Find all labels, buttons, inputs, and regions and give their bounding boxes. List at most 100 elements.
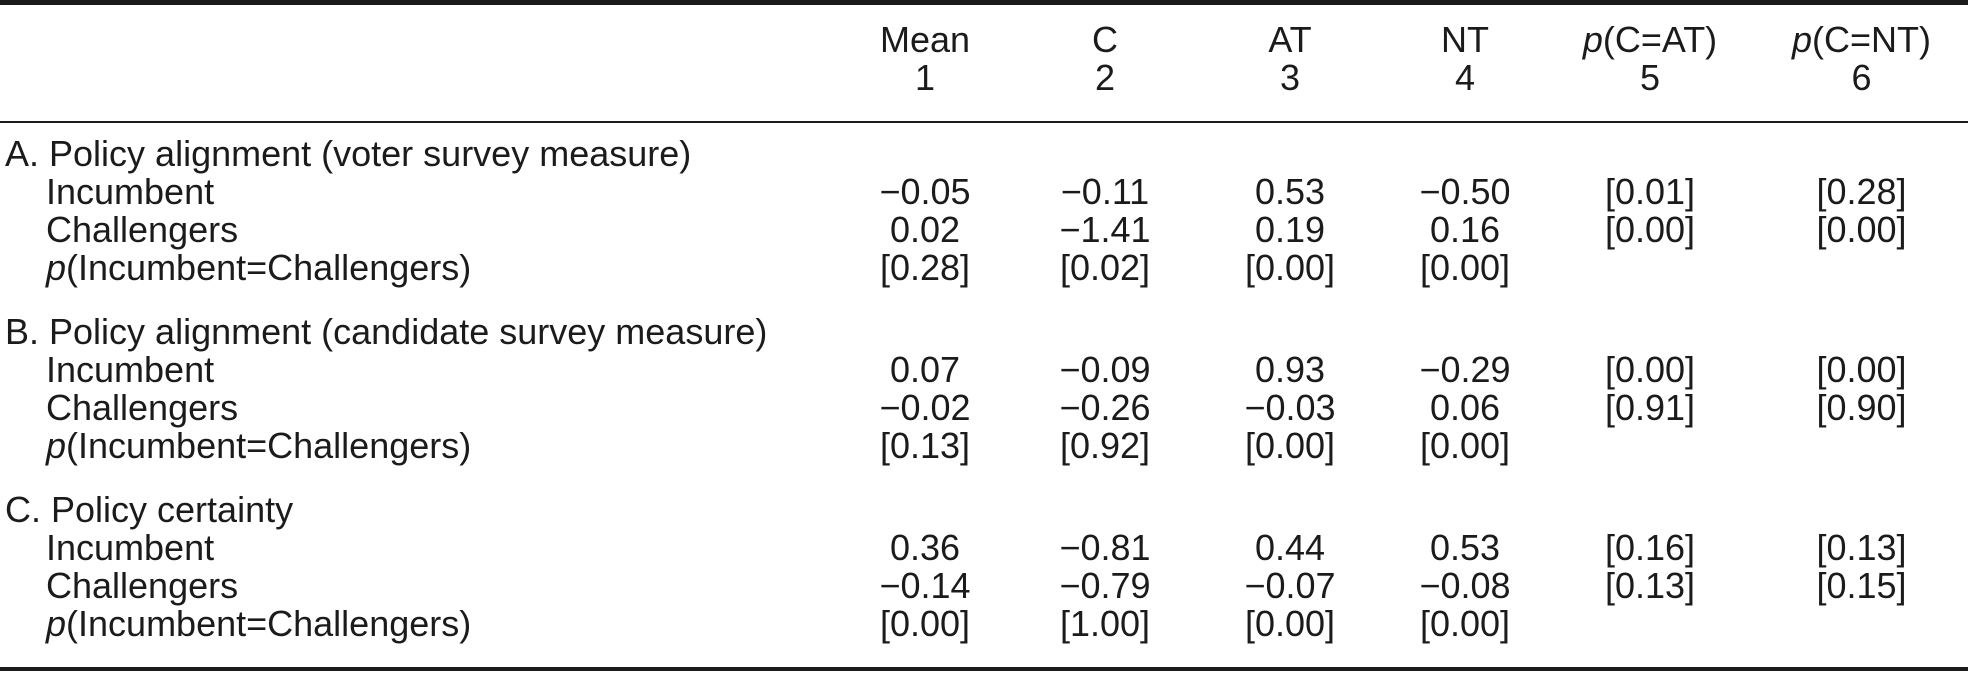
value-cell: [0.02]: [1059, 247, 1151, 288]
value-cell: [0.00]: [1816, 209, 1907, 250]
section-heading: C. Policy certainty: [5, 489, 294, 530]
section-heading: B. Policy alignment (candidate survey me…: [5, 311, 768, 352]
value-cell: 0.02: [889, 209, 961, 250]
value-cell: [0.00]: [879, 603, 971, 644]
value-cell: 0.36: [889, 527, 961, 568]
row-label: Incumbent: [46, 527, 215, 568]
value-cell: [0.13]: [1816, 527, 1907, 568]
row-label: (Incumbent=Challengers): [66, 425, 472, 466]
value-cell: [0.15]: [1816, 565, 1907, 606]
value-cell: −0.50: [1419, 171, 1511, 212]
value-cell: [0.92]: [1059, 425, 1151, 466]
value-cell: [0.90]: [1816, 387, 1907, 428]
column-number: 2: [1094, 57, 1116, 98]
row-label-cell: Challengers: [0, 567, 835, 605]
value-cell: [0.01]: [1604, 171, 1696, 212]
value-cell: [0.91]: [1604, 387, 1696, 428]
row-label-italic-p: p: [46, 247, 67, 288]
value-cell: −0.09: [1059, 349, 1151, 390]
row-label: (Incumbent=Challengers): [66, 603, 472, 644]
value-cell: 0.53: [1429, 527, 1501, 568]
row-label: Challengers: [46, 209, 239, 250]
value-cell: [1755, 249, 1968, 287]
value-cell: [1545, 427, 1755, 465]
column-label: C: [1092, 19, 1118, 60]
column-number: 3: [1279, 57, 1301, 98]
row-label-cell: p(Incumbent=Challengers): [0, 249, 835, 287]
row-label-cell: p(Incumbent=Challengers): [0, 605, 835, 669]
table-row: p(Incumbent=Challengers) [0.28] [0.02] […: [0, 249, 1968, 287]
row-label-cell: Challengers: [0, 389, 835, 427]
row-label: Challengers: [46, 387, 239, 428]
column-label: Mean: [879, 19, 971, 60]
row-label: (Incumbent=Challengers): [66, 247, 472, 288]
row-label: Challengers: [46, 565, 239, 606]
table-row: p(Incumbent=Challengers) [0.13] [0.92] […: [0, 427, 1968, 465]
value-cell: [0.16]: [1604, 527, 1696, 568]
value-cell: 0.93: [1254, 349, 1326, 390]
value-cell: −0.29: [1419, 349, 1511, 390]
row-label-cell: Incumbent: [0, 351, 835, 389]
column-number: 5: [1639, 57, 1661, 98]
column-header-p-c-eq-at: p(C=AT) 5: [1545, 2, 1755, 123]
column-label: NT: [1441, 19, 1489, 60]
value-cell: [1545, 605, 1755, 669]
value-cell: [1.00]: [1059, 603, 1151, 644]
table-row: Incumbent 0.36 −0.81 0.44 0.53 [0.16] [0…: [0, 529, 1968, 567]
value-cell: −0.81: [1059, 527, 1151, 568]
column-label-italic-p: p: [1791, 19, 1813, 60]
column-label-italic-p: p: [1582, 19, 1603, 60]
table-row: Incumbent 0.07 −0.09 0.93 −0.29 [0.00] […: [0, 351, 1968, 389]
section-heading-row-c: C. Policy certainty: [0, 465, 1968, 529]
column-header-c: C 2: [1015, 2, 1195, 123]
table-row: Incumbent −0.05 −0.11 0.53 −0.50 [0.01] …: [0, 173, 1968, 211]
value-cell: −1.41: [1059, 209, 1151, 250]
row-label-cell: Incumbent: [0, 529, 835, 567]
column-header-nt: NT 4: [1385, 2, 1545, 123]
value-cell: [1755, 605, 1968, 669]
row-label-italic-p: p: [46, 603, 67, 644]
row-label-italic-p: p: [46, 425, 67, 466]
table-header: Mean 1 C 2 AT 3 NT 4 p(C=AT) 5: [0, 2, 1968, 123]
value-cell: [0.28]: [879, 247, 971, 288]
table-row: Challengers 0.02 −1.41 0.19 0.16 [0.00] …: [0, 211, 1968, 249]
value-cell: −0.05: [879, 171, 971, 212]
value-cell: −0.79: [1059, 565, 1151, 606]
value-cell: −0.08: [1419, 565, 1511, 606]
row-label: Incumbent: [46, 349, 215, 390]
column-header-p-c-eq-nt: p(C=NT) 6: [1755, 2, 1968, 123]
value-cell: [0.00]: [1604, 349, 1696, 390]
row-label-cell: Incumbent: [0, 173, 835, 211]
value-cell: [0.13]: [1604, 565, 1696, 606]
value-cell: [0.00]: [1419, 603, 1511, 644]
row-label-cell: p(Incumbent=Challengers): [0, 427, 835, 465]
value-cell: 0.53: [1254, 171, 1326, 212]
section-heading-row-a: A. Policy alignment (voter survey measur…: [0, 122, 1968, 173]
header-spacer-cell: [0, 2, 835, 123]
value-cell: 0.06: [1429, 387, 1501, 428]
column-number: 6: [1851, 57, 1872, 98]
value-cell: −0.11: [1060, 171, 1150, 212]
value-cell: −0.03: [1244, 387, 1336, 428]
value-cell: −0.02: [879, 387, 971, 428]
column-label: (C=AT): [1602, 19, 1718, 60]
value-cell: [0.00]: [1244, 247, 1336, 288]
value-cell: [1755, 427, 1968, 465]
value-cell: 0.07: [889, 349, 961, 390]
column-header-mean: Mean 1: [835, 2, 1015, 123]
column-number: 1: [914, 57, 936, 98]
table-body: A. Policy alignment (voter survey measur…: [0, 122, 1968, 669]
value-cell: 0.44: [1254, 527, 1326, 568]
value-cell: [0.00]: [1816, 349, 1907, 390]
column-label: (C=NT): [1812, 19, 1932, 60]
table-row: Challengers −0.02 −0.26 −0.03 0.06 [0.91…: [0, 389, 1968, 427]
header-row: Mean 1 C 2 AT 3 NT 4 p(C=AT) 5: [0, 2, 1968, 123]
value-cell: [0.00]: [1244, 425, 1336, 466]
section-heading-row-b: B. Policy alignment (candidate survey me…: [0, 287, 1968, 351]
section-heading: A. Policy alignment (voter survey measur…: [5, 133, 692, 174]
value-cell: [0.00]: [1419, 247, 1511, 288]
column-label: AT: [1268, 19, 1312, 60]
value-cell: [0.00]: [1419, 425, 1511, 466]
row-label-cell: Challengers: [0, 211, 835, 249]
